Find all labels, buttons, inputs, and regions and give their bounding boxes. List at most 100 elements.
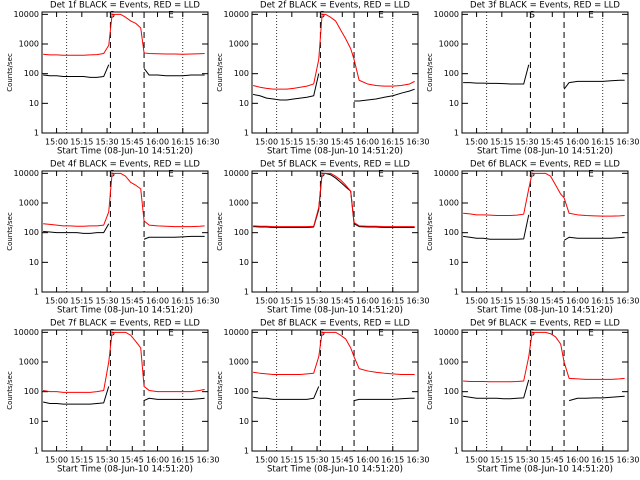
y-tick-label: 10 — [449, 99, 459, 108]
x-tick-label: 16:30 — [196, 297, 219, 306]
annotation: E — [378, 170, 384, 180]
x-tick-label: 15:45 — [331, 456, 354, 465]
x-tick-label: 15:15 — [280, 297, 303, 306]
annotation: E — [588, 170, 594, 180]
y-tick-label: 1000 — [439, 40, 459, 49]
y-tick-label: 10 — [29, 258, 39, 267]
panel: 1 10 100 1000 10000 15:00 15:15 15:30 15:45 16:00… — [426, 1, 640, 157]
x-tick-label: 15:30 — [96, 138, 119, 147]
series-line — [253, 172, 415, 228]
x-tick-label: 16:00 — [356, 297, 379, 306]
series-line — [253, 331, 415, 375]
y-axis-label: Counts/sec — [6, 212, 14, 251]
plot-frame — [41, 170, 209, 293]
annotation: E — [588, 329, 594, 339]
x-tick-label: 16:30 — [406, 297, 429, 306]
y-tick-label: 10 — [239, 258, 249, 267]
y-tick-label: 100 — [444, 228, 459, 237]
y-axis-label: Counts/sec — [216, 53, 224, 92]
x-tick-label: 16:15 — [171, 138, 194, 147]
y-tick-label: 10 — [449, 258, 459, 267]
x-tick-label: 15:00 — [255, 297, 278, 306]
y-tick-label: 10 — [29, 417, 39, 426]
annotation: E — [588, 11, 594, 21]
y-tick-label: 1 — [244, 129, 249, 138]
x-tick-label: 16:30 — [196, 456, 219, 465]
y-tick-label: 100 — [234, 228, 249, 237]
y-tick-label: 100 — [234, 69, 249, 78]
x-tick-label: 15:30 — [306, 456, 329, 465]
x-tick-label: 16:30 — [406, 138, 429, 147]
series-line — [463, 172, 625, 217]
y-tick-label: 10 — [449, 417, 459, 426]
x-tick-label: 16:15 — [591, 138, 614, 147]
series-line — [253, 73, 415, 102]
series-line — [463, 64, 625, 90]
y-tick-label: 10 — [239, 417, 249, 426]
panel: 1 10 100 1000 10000 15:00 15:15 15:30 15:45 16:00… — [216, 1, 430, 157]
y-tick-label: 10000 — [434, 169, 459, 178]
x-tick-label: 16:15 — [591, 297, 614, 306]
x-tick-label: 15:15 — [280, 138, 303, 147]
y-tick-label: 10000 — [224, 10, 249, 19]
y-tick-label: 10000 — [434, 10, 459, 19]
series-line — [463, 379, 625, 402]
y-tick-label: 1 — [34, 288, 39, 297]
y-axis-label: Counts/sec — [216, 212, 224, 251]
x-tick-label: 15:30 — [516, 138, 539, 147]
y-tick-label: 1000 — [439, 358, 459, 367]
panel: 1 10 100 1000 10000 15:00 15:15 15:30 15:45 16:00… — [6, 1, 220, 157]
y-tick-label: 100 — [234, 387, 249, 396]
y-tick-label: 10000 — [224, 169, 249, 178]
x-tick-label: 15:00 — [465, 297, 488, 306]
y-tick-label: 100 — [24, 387, 39, 396]
y-tick-label: 1 — [454, 288, 459, 297]
series-line — [43, 331, 205, 393]
y-axis-label: Counts/sec — [216, 371, 224, 410]
y-tick-label: 1 — [34, 447, 39, 456]
series-line — [463, 214, 625, 241]
y-tick-label: 10000 — [224, 328, 249, 337]
x-tick-label: 16:15 — [171, 297, 194, 306]
x-tick-label: 16:00 — [146, 297, 169, 306]
y-tick-label: 100 — [24, 69, 39, 78]
y-tick-label: 1 — [244, 447, 249, 456]
annotation: E — [168, 11, 174, 21]
y-tick-label: 1000 — [229, 199, 249, 208]
x-tick-label: 15:00 — [255, 138, 278, 147]
x-tick-label: 15:30 — [306, 138, 329, 147]
x-tick-label: 16:30 — [616, 138, 639, 147]
x-tick-label: 16:15 — [381, 138, 404, 147]
y-tick-label: 10000 — [434, 328, 459, 337]
x-tick-label: 15:30 — [516, 456, 539, 465]
plot-frame — [461, 329, 629, 452]
x-tick-label: 15:45 — [331, 297, 354, 306]
y-tick-label: 1000 — [19, 40, 39, 49]
panel: 1 10 100 1000 10000 15:00 15:15 15:30 15:45 16:00… — [426, 319, 640, 475]
x-axis-label: Start Time (08-Jun-10 14:51:20) — [57, 306, 193, 316]
x-tick-label: 15:00 — [45, 456, 68, 465]
y-tick-label: 1000 — [229, 40, 249, 49]
chart-title: Det 1f BLACK = Events, RED = LLD — [50, 1, 200, 11]
plot-frame — [461, 11, 629, 134]
x-tick-label: 16:15 — [381, 297, 404, 306]
x-tick-label: 16:00 — [566, 138, 589, 147]
chart-title: Det 6f BLACK = Events, RED = LLD — [470, 160, 620, 170]
x-axis-label: Start Time (08-Jun-10 14:51:20) — [267, 147, 403, 157]
x-axis-label: Start Time (08-Jun-10 14:51:20) — [477, 306, 613, 316]
x-tick-label: 16:00 — [566, 297, 589, 306]
panel: 1 10 100 1000 10000 15:00 15:15 15:30 15:45 16:00… — [6, 319, 220, 475]
y-tick-label: 10 — [29, 99, 39, 108]
plot-frame — [41, 11, 209, 134]
series-line — [253, 386, 415, 402]
chart-title: Det 2f BLACK = Events, RED = LLD — [260, 1, 410, 11]
plot-frame — [251, 170, 419, 293]
x-axis-label: Start Time (08-Jun-10 14:51:20) — [267, 306, 403, 316]
series-line — [43, 386, 205, 405]
plot-frame — [251, 329, 419, 452]
chart-title: Det 3f BLACK = Events, RED = LLD — [470, 1, 620, 11]
x-tick-label: 15:15 — [70, 456, 93, 465]
y-tick-label: 1 — [244, 288, 249, 297]
